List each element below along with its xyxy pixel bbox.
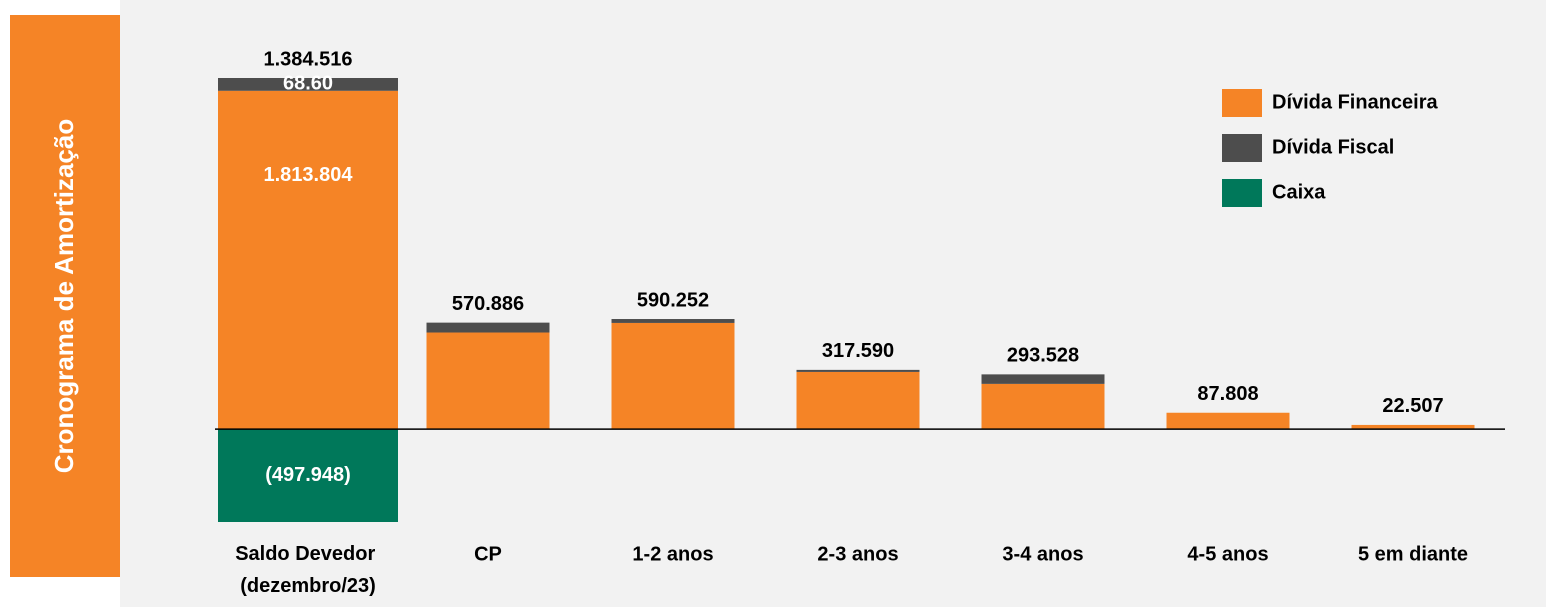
legend-swatch xyxy=(1222,89,1262,117)
legend-swatch xyxy=(1222,134,1262,162)
total-label: 317.590 xyxy=(822,340,894,362)
value-label: 1.813.804 xyxy=(264,164,354,186)
bar-segment xyxy=(218,78,398,91)
bar-segment xyxy=(1351,424,1475,430)
title-box xyxy=(10,15,120,577)
bar-segment xyxy=(796,371,920,430)
bar-segment xyxy=(426,332,550,430)
bar-segment xyxy=(981,374,1105,384)
x-tick-label: 5 em diante xyxy=(1358,543,1468,565)
x-tick-label-line: Saldo Devedor xyxy=(235,543,381,565)
value-label: 68.60 xyxy=(283,73,333,95)
legend-label: Dívida Financeira xyxy=(1272,91,1438,113)
bar-segment xyxy=(218,429,398,522)
x-tick-label: 2-3 anos xyxy=(817,543,898,565)
legend-swatch xyxy=(1222,179,1262,207)
bar-segment xyxy=(426,322,550,333)
bar-segment xyxy=(218,90,398,430)
total-label: 87.808 xyxy=(1197,383,1258,405)
bar-segment xyxy=(611,319,735,323)
bar-segment xyxy=(611,322,735,430)
bar-segment xyxy=(1166,412,1290,430)
x-tick-label: Saldo Devedor (dezembro/23) xyxy=(235,543,381,597)
legend-label: Caixa xyxy=(1272,181,1326,203)
legend-label: Dívida Fiscal xyxy=(1272,136,1394,158)
total-label: 590.252 xyxy=(637,289,709,311)
x-tick-label: 1-2 anos xyxy=(632,543,713,565)
x-tick-label: 4-5 anos xyxy=(1187,543,1268,565)
x-tick-label: 3-4 anos xyxy=(1002,543,1083,565)
x-tick-label: CP xyxy=(474,543,502,565)
chart-title: Cronograma de Amortização xyxy=(49,119,79,473)
total-label: 570.886 xyxy=(452,293,524,315)
x-tick-label-line: (dezembro/23) xyxy=(240,575,376,597)
total-label: 293.528 xyxy=(1007,345,1079,367)
total-label: 22.507 xyxy=(1382,395,1443,417)
value-label: (497.948) xyxy=(265,464,351,486)
bar-segment xyxy=(981,383,1105,430)
total-label: 1.384.516 xyxy=(264,48,353,70)
bar-segment xyxy=(796,369,920,372)
